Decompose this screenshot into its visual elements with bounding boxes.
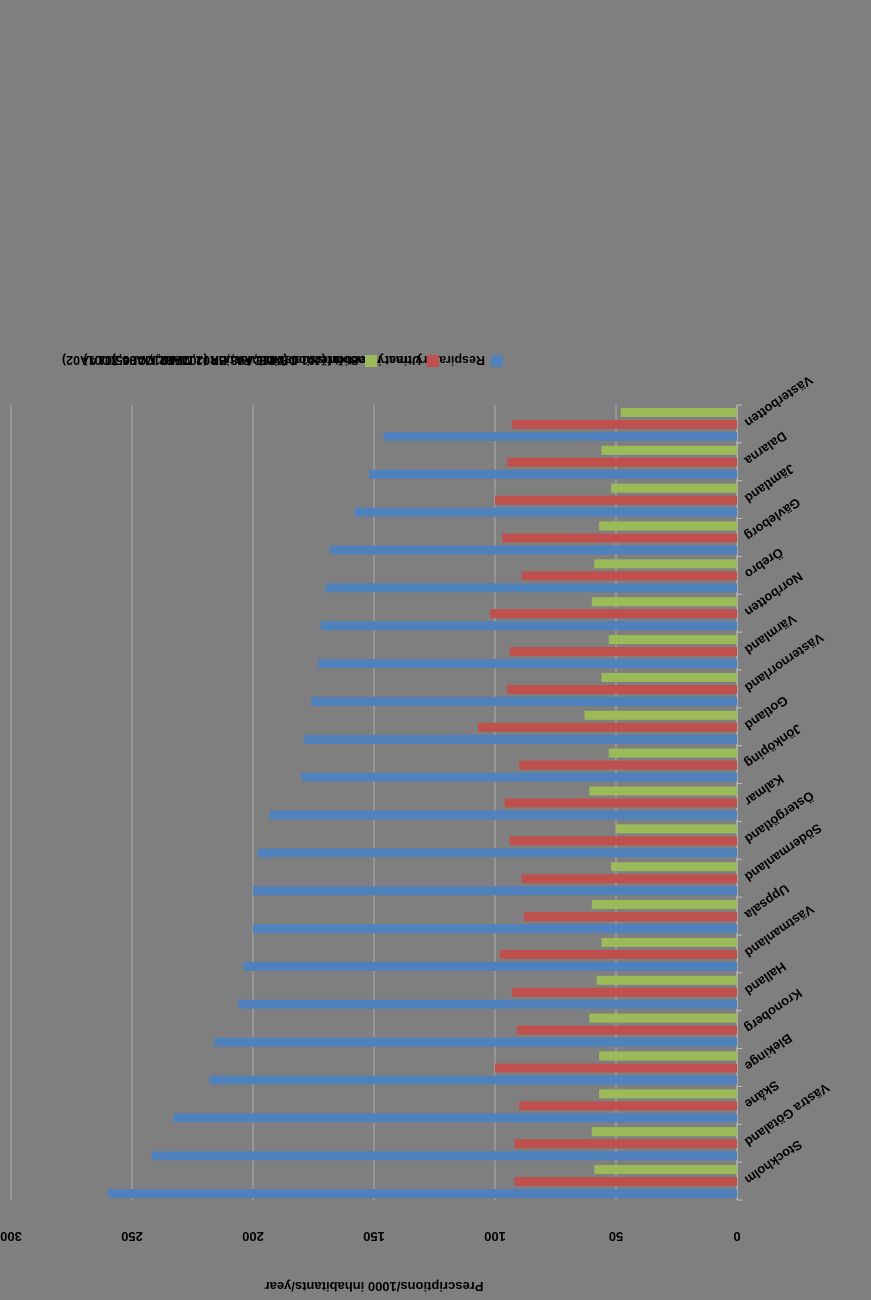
bar <box>507 457 737 467</box>
bar <box>311 696 737 706</box>
legend-swatch <box>427 355 439 367</box>
bar <box>502 533 737 543</box>
bar <box>369 469 737 479</box>
bar <box>325 583 737 593</box>
bar <box>243 961 737 971</box>
bar <box>591 597 737 607</box>
bar <box>524 912 737 922</box>
legend-entry: Urinary tract infection (J01CA08,EA01,MA… <box>83 353 421 367</box>
bar <box>151 1151 737 1161</box>
bar <box>330 545 737 555</box>
x-tick-label: 200 <box>242 1229 264 1244</box>
bar <box>383 431 737 441</box>
bar <box>601 672 737 682</box>
bar <box>516 1025 737 1035</box>
bar <box>495 1063 737 1073</box>
bar <box>253 924 737 934</box>
x-tick-label: 100 <box>484 1229 506 1244</box>
bar <box>514 1177 737 1187</box>
bar <box>521 571 737 581</box>
bar <box>521 874 737 884</box>
legend-swatch <box>365 355 377 367</box>
legend: Respiratory tract infection (J01 DB-DE, … <box>62 353 503 367</box>
bar <box>238 999 737 1009</box>
bar <box>601 937 737 947</box>
x-tick-label: 150 <box>363 1229 385 1244</box>
bar <box>504 798 737 808</box>
bar <box>214 1037 737 1047</box>
bar <box>519 760 737 770</box>
bar <box>301 772 737 782</box>
bar <box>511 987 737 997</box>
bar <box>318 659 737 669</box>
legend-entry: Soft tissue/skin infection (J01FF01, CF0… <box>112 353 359 367</box>
bar <box>594 1165 737 1175</box>
bar <box>173 1113 737 1123</box>
bar <box>303 734 737 744</box>
bar <box>599 1051 737 1061</box>
bar <box>490 609 737 619</box>
bar <box>499 949 737 959</box>
x-tick-label: 300 <box>0 1229 22 1244</box>
bar <box>601 445 737 455</box>
bar <box>589 1013 737 1023</box>
x-tick-label: 250 <box>121 1229 143 1244</box>
bar <box>611 862 737 872</box>
bar <box>616 824 737 834</box>
x-tick-label: 50 <box>609 1229 623 1244</box>
bar <box>584 710 737 720</box>
bar <box>620 407 737 417</box>
bar <box>509 647 737 657</box>
bar <box>599 1089 737 1099</box>
bar <box>107 1189 737 1199</box>
legend-entry: Respiratory tract infection (J01 DB-DE, … <box>62 353 485 367</box>
bar <box>269 810 737 820</box>
bar <box>253 886 737 896</box>
bar <box>608 748 737 758</box>
x-axis-title: Prescriptions/1000 inhabitants/year <box>265 1279 484 1294</box>
bar <box>594 559 737 569</box>
bar <box>511 419 737 429</box>
bar <box>495 495 737 505</box>
bar <box>608 635 737 645</box>
bar <box>514 1139 737 1149</box>
bar <box>507 684 737 694</box>
bar <box>257 848 737 858</box>
bar <box>509 836 737 846</box>
bar <box>596 975 737 985</box>
bar <box>591 1127 737 1137</box>
x-tick-label: 0 <box>733 1229 740 1244</box>
bar <box>591 900 737 910</box>
bar <box>589 786 737 796</box>
bar <box>599 521 737 531</box>
bar <box>519 1101 737 1111</box>
bar <box>320 621 737 631</box>
bar <box>354 507 737 517</box>
bar <box>209 1075 737 1085</box>
legend-swatch <box>491 355 503 367</box>
bar <box>611 483 737 493</box>
bar <box>478 722 737 732</box>
